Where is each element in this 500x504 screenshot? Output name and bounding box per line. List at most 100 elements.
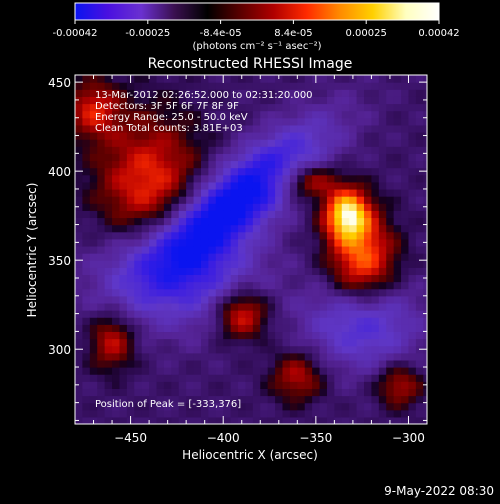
heatmap-cell bbox=[126, 117, 135, 126]
heatmap-cell bbox=[252, 124, 261, 133]
heatmap-cell bbox=[186, 96, 195, 105]
heatmap-cell bbox=[82, 253, 91, 261]
heatmap-cell bbox=[415, 402, 424, 411]
heatmap-cell bbox=[215, 131, 224, 140]
heatmap-cell bbox=[193, 203, 202, 211]
heatmap-cell bbox=[119, 331, 128, 340]
heatmap-cell bbox=[408, 117, 417, 126]
heatmap-cell bbox=[334, 359, 343, 368]
heatmap-cell bbox=[393, 167, 402, 176]
heatmap-cell bbox=[267, 253, 276, 261]
heatmap-cell bbox=[208, 402, 217, 411]
heatmap-cell bbox=[371, 352, 380, 361]
heatmap-cell bbox=[364, 181, 373, 190]
heatmap-cell bbox=[267, 181, 276, 190]
heatmap-cell bbox=[282, 203, 291, 211]
heatmap-cell bbox=[119, 402, 128, 411]
heatmap-cell bbox=[349, 103, 358, 112]
heatmap-cell bbox=[423, 146, 427, 154]
heatmap-cell bbox=[186, 89, 195, 97]
heatmap-cell bbox=[408, 124, 417, 133]
heatmap-cell bbox=[393, 75, 402, 83]
heatmap-cell bbox=[267, 367, 276, 375]
heatmap-cell bbox=[260, 288, 269, 297]
heatmap-cell bbox=[423, 281, 427, 290]
heatmap-cell bbox=[186, 295, 195, 304]
heatmap-cell bbox=[112, 203, 121, 211]
heatmap-cell bbox=[230, 324, 239, 333]
heatmap-cell bbox=[149, 267, 158, 276]
heatmap-cell bbox=[215, 89, 224, 97]
heatmap-cell bbox=[163, 103, 172, 112]
heatmap-cell bbox=[89, 253, 98, 261]
heatmap-cell bbox=[386, 153, 395, 162]
heatmap-cell bbox=[341, 274, 350, 283]
heatmap-cell bbox=[104, 181, 113, 190]
heatmap-cell bbox=[126, 181, 135, 190]
heatmap-cell bbox=[75, 324, 84, 333]
heatmap-cell bbox=[282, 317, 291, 325]
heatmap-cell bbox=[75, 359, 84, 368]
heatmap-cell bbox=[163, 338, 172, 347]
heatmap-cell bbox=[326, 274, 335, 283]
heatmap-cell bbox=[393, 317, 402, 325]
heatmap-cell bbox=[75, 302, 84, 311]
heatmap-cell bbox=[304, 188, 313, 197]
heatmap-cell bbox=[141, 75, 150, 83]
heatmap-cell bbox=[149, 395, 158, 404]
heatmap-cell bbox=[304, 288, 313, 297]
heatmap-cell bbox=[260, 260, 269, 268]
heatmap-cell bbox=[289, 110, 298, 119]
heatmap-cell bbox=[289, 374, 298, 382]
heatmap-cell bbox=[364, 267, 373, 276]
heatmap-cell bbox=[75, 96, 84, 105]
heatmap-cell bbox=[252, 188, 261, 197]
heatmap-cell bbox=[252, 416, 261, 424]
heatmap-cell bbox=[178, 167, 187, 176]
heatmap-cell bbox=[193, 374, 202, 382]
heatmap-cell bbox=[193, 260, 202, 268]
heatmap-cell bbox=[304, 174, 313, 183]
heatmap-cell bbox=[415, 367, 424, 375]
heatmap-cell bbox=[193, 245, 202, 254]
heatmap-cell bbox=[215, 302, 224, 311]
heatmap-cell bbox=[82, 295, 91, 304]
heatmap-cell bbox=[104, 231, 113, 240]
heatmap-cell bbox=[215, 395, 224, 404]
heatmap-cell bbox=[208, 238, 217, 247]
heatmap-cell bbox=[178, 416, 187, 424]
heatmap-cell bbox=[156, 317, 165, 325]
heatmap-cell bbox=[178, 381, 187, 389]
heatmap-cell bbox=[401, 416, 410, 424]
heatmap-cell bbox=[97, 260, 106, 268]
heatmap-cell bbox=[238, 267, 247, 276]
heatmap-cell bbox=[126, 139, 135, 147]
heatmap-cell bbox=[104, 295, 113, 304]
heatmap-cell bbox=[393, 288, 402, 297]
heatmap-cell bbox=[193, 253, 202, 261]
heatmap-cell bbox=[356, 245, 365, 254]
heatmap-cell bbox=[208, 324, 217, 333]
heatmap-cell bbox=[245, 146, 254, 154]
heatmap-cell bbox=[334, 110, 343, 119]
heatmap-cell bbox=[319, 103, 328, 112]
heatmap-cell bbox=[163, 196, 172, 204]
heatmap-cell bbox=[289, 210, 298, 219]
heatmap-cell bbox=[312, 139, 321, 147]
heatmap-cell bbox=[289, 103, 298, 112]
heatmap-cell bbox=[341, 331, 350, 340]
heatmap-cell bbox=[223, 203, 232, 211]
heatmap-cell bbox=[341, 82, 350, 90]
heatmap-cell bbox=[275, 352, 284, 361]
heatmap-cell bbox=[223, 388, 232, 397]
heatmap-cell bbox=[215, 160, 224, 169]
heatmap-cell bbox=[423, 253, 427, 261]
heatmap-cell bbox=[341, 416, 350, 424]
heatmap-cell bbox=[156, 75, 165, 83]
heatmap-cell bbox=[171, 352, 180, 361]
heatmap-cell bbox=[312, 131, 321, 140]
heatmap-cell bbox=[289, 402, 298, 411]
heatmap-cell bbox=[97, 253, 106, 261]
heatmap-cell bbox=[134, 124, 143, 133]
heatmap-cell bbox=[75, 203, 84, 211]
